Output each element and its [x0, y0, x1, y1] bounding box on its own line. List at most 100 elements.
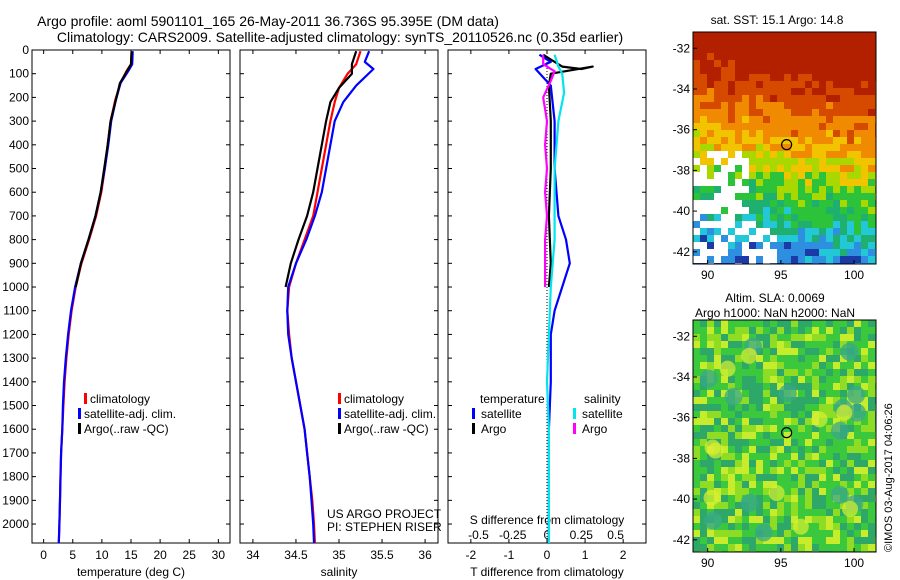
heatmap-cell: [833, 362, 840, 369]
heatmap-cell: [721, 256, 728, 263]
heatmap-cell: [777, 74, 784, 81]
heatmap-cell: [742, 320, 749, 327]
heatmap-cell: [707, 193, 714, 200]
heatmap-cell: [854, 53, 861, 60]
heatmap-cell: [861, 53, 868, 60]
heatmap-cell: [798, 327, 805, 334]
heatmap-cell: [791, 81, 798, 88]
heatmap-cell: [735, 249, 742, 256]
heatmap-cell: [693, 67, 700, 74]
heatmap-cell: [805, 74, 812, 81]
heatmap-cell: [833, 397, 840, 404]
heatmap-cell: [700, 341, 707, 348]
sla-high-eddy: [792, 518, 809, 535]
heatmap-cell: [728, 502, 735, 509]
heatmap-cell: [735, 116, 742, 123]
heatmap-cell: [833, 460, 840, 467]
heatmap-cell: [777, 397, 784, 404]
heatmap-cell: [854, 95, 861, 102]
heatmap-cell: [812, 516, 819, 523]
heatmap-cell: [833, 355, 840, 362]
heatmap-cell: [763, 404, 770, 411]
legend-label-climatology: climatology: [90, 392, 150, 406]
heatmap-cell: [812, 221, 819, 228]
heatmap-cell: [700, 214, 707, 221]
heatmap-cell: [777, 39, 784, 46]
heatmap-cell: [840, 137, 847, 144]
heatmap-cell: [707, 137, 714, 144]
heatmap-cell: [840, 46, 847, 53]
heatmap-cell: [868, 186, 875, 193]
heatmap-cell: [707, 88, 714, 95]
heatmap-cell: [805, 123, 812, 130]
heatmap-cell: [847, 123, 854, 130]
heatmap-cell: [777, 369, 784, 376]
heatmap-cell: [833, 334, 840, 341]
heatmap-cell: [763, 376, 770, 383]
heatmap-cell: [833, 348, 840, 355]
heatmap-cell: [854, 488, 861, 495]
heatmap-cell: [833, 60, 840, 67]
heatmap-cell: [742, 327, 749, 334]
heatmap-cell: [742, 256, 749, 263]
heatmap-cell: [791, 460, 798, 467]
heatmap-cell: [728, 95, 735, 102]
sla-low-eddy: [724, 387, 743, 406]
heatmap-cell: [868, 242, 875, 249]
heatmap-cell: [826, 39, 833, 46]
heatmap-cell: [819, 453, 826, 460]
heatmap-cell: [854, 355, 861, 362]
heatmap-cell: [756, 81, 763, 88]
heatmap-cell: [770, 151, 777, 158]
heatmap-cell: [770, 320, 777, 327]
heatmap-cell: [854, 467, 861, 474]
heatmap-cell: [749, 362, 756, 369]
heatmap-cell: [847, 130, 854, 137]
heatmap-cell: [812, 355, 819, 362]
heatmap-cell: [693, 404, 700, 411]
heatmap-cell: [847, 74, 854, 81]
heatmap-cell: [826, 46, 833, 53]
heatmap-cell: [819, 481, 826, 488]
heatmap-cell: [791, 109, 798, 116]
heatmap-cell: [847, 39, 854, 46]
heatmap-cell: [756, 39, 763, 46]
heatmap-cell: [693, 116, 700, 123]
heatmap-cell: [770, 39, 777, 46]
heatmap-cell: [693, 376, 700, 383]
heatmap-cell: [700, 523, 707, 530]
heatmap-cell: [693, 537, 700, 544]
heatmap-cell: [721, 130, 728, 137]
heatmap-cell: [791, 481, 798, 488]
heatmap-cell: [791, 256, 798, 263]
heatmap-cell: [791, 102, 798, 109]
heatmap-cell: [777, 116, 784, 123]
heatmap-cell: [854, 242, 861, 249]
heatmap-cell: [728, 67, 735, 74]
heatmap-cell: [847, 172, 854, 179]
heatmap-cell: [798, 228, 805, 235]
heatmap-cell: [756, 418, 763, 425]
heatmap-cell: [798, 390, 805, 397]
heatmap-cell: [861, 376, 868, 383]
heatmap-cell: [805, 81, 812, 88]
heatmap-cell: [854, 137, 861, 144]
heatmap-cell: [714, 411, 721, 418]
heatmap-cell: [693, 411, 700, 418]
heatmap-cell: [707, 74, 714, 81]
heatmap-cell: [721, 53, 728, 60]
heatmap-cell: [840, 60, 847, 67]
heatmap-cell: [721, 116, 728, 123]
heatmap-cell: [861, 355, 868, 362]
heatmap-cell: [770, 383, 777, 390]
heatmap-cell: [812, 320, 819, 327]
heatmap-cell: [847, 334, 854, 341]
heatmap-cell: [819, 165, 826, 172]
heatmap-cell: [742, 130, 749, 137]
heatmap-cell: [763, 95, 770, 102]
map-x-tick-label: 100: [844, 268, 864, 282]
heatmap-cell: [714, 502, 721, 509]
heatmap-cell: [798, 439, 805, 446]
heatmap-cell: [777, 362, 784, 369]
